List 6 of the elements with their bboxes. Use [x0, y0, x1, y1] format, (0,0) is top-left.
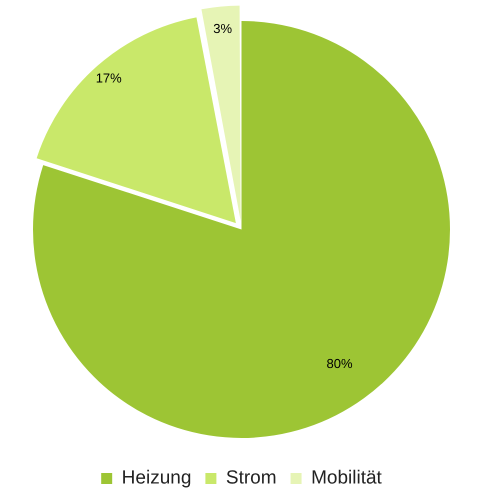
data-label: 3% [213, 21, 232, 36]
data-label: 80% [326, 356, 353, 372]
data-label: 17% [96, 70, 122, 86]
legend-label: Mobilität [311, 468, 383, 489]
legend-label: Heizung [122, 468, 192, 489]
legend-label: Strom [226, 468, 277, 489]
